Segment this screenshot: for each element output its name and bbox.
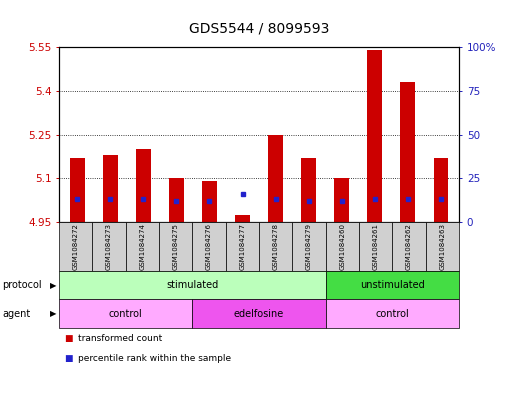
Text: control: control [109,309,143,319]
Text: GSM1084274: GSM1084274 [140,223,145,270]
Text: GSM1084263: GSM1084263 [440,223,445,270]
Bar [367,50,382,222]
Text: GDS5544 / 8099593: GDS5544 / 8099593 [189,22,329,36]
Text: edelfosine: edelfosine [234,309,284,319]
Text: GSM1084279: GSM1084279 [306,223,312,270]
Bar [103,155,117,222]
Text: ■: ■ [64,354,73,363]
Bar [401,82,416,222]
Text: control: control [376,309,409,319]
Bar [334,178,349,222]
Text: GSM1084262: GSM1084262 [406,223,412,270]
Text: stimulated: stimulated [166,280,219,290]
Text: protocol: protocol [3,280,42,290]
Text: unstimulated: unstimulated [360,280,425,290]
Text: ■: ■ [64,334,73,343]
Text: GSM1084272: GSM1084272 [73,223,78,270]
Bar [433,158,448,222]
Bar [235,215,250,222]
Bar [268,135,283,222]
Bar [301,158,316,222]
Text: GSM1084278: GSM1084278 [273,223,279,270]
Bar [136,149,151,222]
Text: ▶: ▶ [50,309,56,318]
Text: GSM1084276: GSM1084276 [206,223,212,270]
Text: percentile rank within the sample: percentile rank within the sample [78,354,231,363]
Text: GSM1084273: GSM1084273 [106,223,112,270]
Text: ▶: ▶ [50,281,56,290]
Text: GSM1084260: GSM1084260 [340,223,345,270]
Text: GSM1084277: GSM1084277 [240,223,245,270]
Text: transformed count: transformed count [78,334,163,343]
Text: GSM1084261: GSM1084261 [373,223,379,270]
Bar [169,178,184,222]
Bar [70,158,85,222]
Bar [202,181,217,222]
Text: agent: agent [3,309,31,319]
Text: GSM1084275: GSM1084275 [173,223,179,270]
